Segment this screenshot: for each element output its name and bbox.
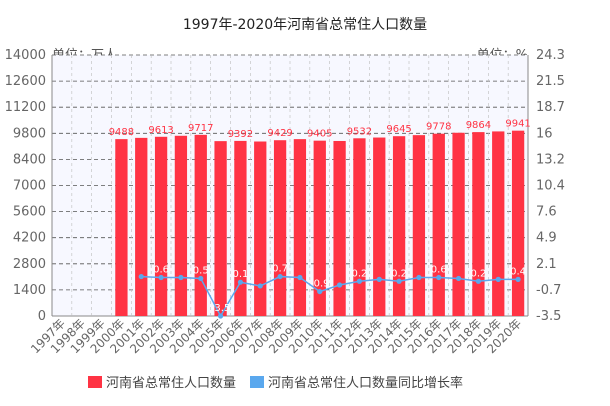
bar[interactable]	[154, 136, 168, 316]
rate-point[interactable]	[237, 279, 244, 285]
bar-value-label: 9645	[386, 124, 411, 135]
left-tick-label: 11200	[5, 100, 46, 115]
rate-value-label: 0.6	[431, 265, 447, 276]
rate-value-label: 0.2	[470, 268, 486, 279]
left-tick-label: 8400	[13, 152, 46, 167]
rate-point[interactable]	[475, 278, 482, 284]
bar-value-label: 9405	[307, 129, 332, 140]
left-tick-label: 5600	[13, 205, 46, 220]
right-tick-label: -0.7	[536, 283, 561, 298]
right-tick-label: 16	[536, 126, 553, 141]
rate-value-label: -0.9	[310, 279, 330, 290]
bar[interactable]	[135, 137, 148, 316]
legend: 河南省总常住人口数量 河南省总常住人口数量同比增长率	[88, 375, 463, 391]
bar[interactable]	[234, 140, 247, 316]
bar[interactable]	[254, 141, 267, 316]
bar-value-label: 9488	[109, 127, 134, 138]
bar[interactable]	[452, 132, 465, 316]
rate-value-label: 0.1	[232, 269, 248, 280]
bar[interactable]	[472, 132, 485, 316]
right-tick-label: 7.6	[536, 205, 557, 220]
left-tick-label: 0	[38, 309, 46, 324]
rate-point[interactable]	[396, 278, 402, 284]
rate-value-label: 0.2	[391, 268, 407, 279]
right-tick-label: 18.7	[536, 100, 565, 115]
bar-value-label: 9613	[148, 125, 173, 136]
bar[interactable]	[194, 134, 207, 316]
bar-value-label: 9778	[426, 122, 451, 133]
rate-value-label: 0.7	[272, 264, 288, 275]
rate-point[interactable]	[217, 313, 224, 319]
rate-point[interactable]	[515, 276, 521, 282]
right-tick-label: 21.5	[536, 74, 565, 89]
bar-value-label: 9717	[188, 123, 213, 134]
bar[interactable]	[373, 137, 386, 316]
plot-area: 0 1400 2800 4200 5600 7000 8400 9800 11200 12600 1…	[5, 48, 565, 356]
bar[interactable]	[492, 131, 505, 316]
rate-point[interactable]	[336, 282, 343, 288]
legend-swatch	[88, 376, 102, 388]
bar-value-label: 9392	[228, 129, 253, 140]
bar[interactable]	[392, 136, 406, 316]
right-tick-label: 13.2	[536, 152, 565, 167]
bar[interactable]	[313, 140, 326, 316]
rate-point[interactable]	[297, 274, 303, 281]
rate-point[interactable]	[416, 274, 422, 281]
bar[interactable]	[353, 138, 366, 316]
legend-swatch	[250, 376, 264, 388]
bar[interactable]	[511, 130, 525, 316]
rate-value-label: 0.6	[153, 265, 169, 276]
left-tick-label: 2800	[13, 257, 46, 272]
rate-point[interactable]	[455, 275, 462, 282]
right-tick-label: 24.3	[536, 48, 565, 63]
rate-value-label: 0.5	[193, 265, 209, 276]
left-tick-label: 7000	[13, 179, 46, 194]
bar[interactable]	[333, 140, 346, 316]
bar[interactable]	[273, 140, 287, 316]
rate-point[interactable]	[376, 276, 382, 282]
left-tick-label: 1400	[13, 283, 46, 298]
bar[interactable]	[412, 135, 426, 316]
chart-title: 1997年-2020年河南省总常住人口数量	[183, 17, 427, 33]
bar-value-label: 9429	[267, 128, 292, 139]
bar[interactable]	[174, 135, 188, 316]
rate-point[interactable]	[158, 274, 164, 281]
left-tick-label: 14000	[5, 48, 46, 63]
right-tick-label: 2.1	[536, 257, 557, 272]
rate-point[interactable]	[436, 274, 442, 281]
right-tick-label: 4.9	[536, 231, 557, 246]
rate-value-label: 0.4	[510, 266, 526, 277]
rate-point[interactable]	[495, 276, 501, 282]
rate-point[interactable]	[356, 278, 363, 284]
bar[interactable]	[293, 139, 307, 316]
left-tick-label: 9800	[13, 126, 46, 141]
bar[interactable]	[115, 139, 128, 316]
bar-value-label: 9941	[505, 119, 530, 130]
bar[interactable]	[432, 133, 445, 316]
rate-value-label: -3.5	[211, 303, 231, 314]
legend-label: 河南省总常住人口数量	[106, 375, 236, 391]
legend-label: 河南省总常住人口数量同比增长率	[268, 375, 463, 391]
rate-value-label: 0.2	[351, 268, 367, 279]
rate-point[interactable]	[317, 288, 323, 295]
right-tick-label: -3.5	[536, 309, 561, 324]
left-tick-label: 12600	[5, 74, 46, 89]
left-tick-label: 4200	[13, 231, 46, 246]
rate-line	[141, 275, 519, 318]
rate-point[interactable]	[178, 274, 184, 281]
rate-point[interactable]	[277, 273, 283, 280]
rate-point[interactable]	[138, 273, 144, 280]
rate-point[interactable]	[198, 275, 204, 282]
rate-point[interactable]	[257, 283, 263, 289]
bar[interactable]	[214, 141, 227, 316]
bar-value-label: 9864	[466, 120, 491, 131]
right-tick-label: 10.4	[536, 179, 565, 194]
bar-value-label: 9532	[347, 126, 372, 137]
